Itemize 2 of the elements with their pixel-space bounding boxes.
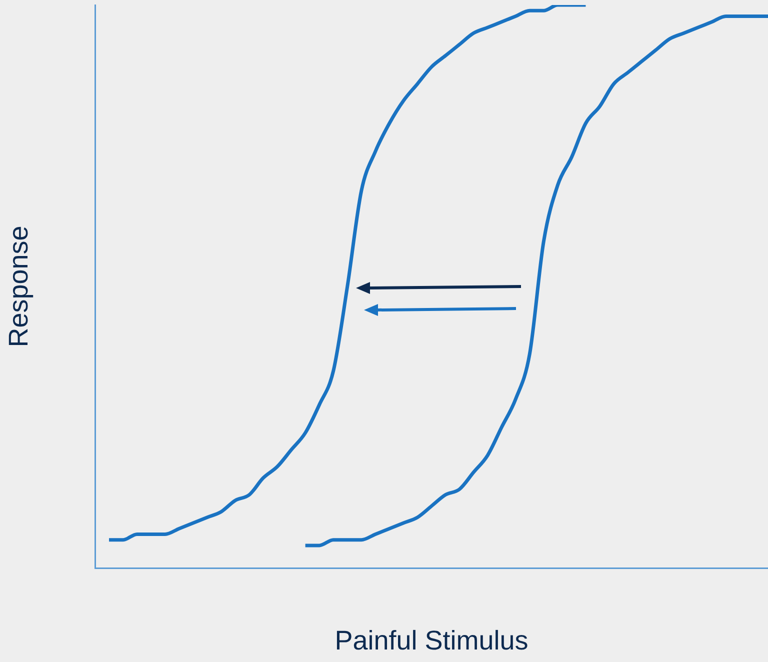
y-axis-title: Response [4,226,34,348]
x-axis-title: Painful Stimulus [334,625,528,656]
